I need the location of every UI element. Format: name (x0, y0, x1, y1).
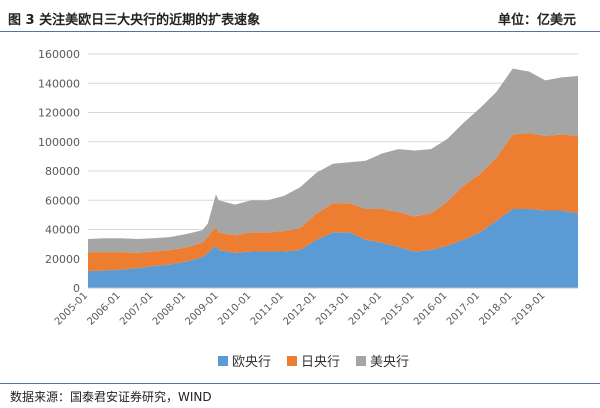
y-tick-label: 160000 (38, 48, 80, 61)
footer-rule (0, 383, 600, 384)
x-tick-label: 2005-01 (53, 290, 90, 327)
y-tick-label: 120000 (38, 107, 80, 120)
x-tick-label: 2010-01 (216, 290, 253, 327)
header-rule (0, 31, 600, 32)
x-axis-ticks: 2005-012006-012007-012008-012009-012010-… (53, 287, 578, 328)
stacked-areas (88, 68, 578, 288)
x-tick-label: 2008-01 (151, 290, 188, 327)
legend-item: 日央行 (287, 351, 340, 370)
y-tick-label: 140000 (38, 77, 80, 90)
x-tick-label: 2015-01 (379, 290, 416, 327)
x-tick-label: 2017-01 (445, 290, 482, 327)
legend-item: 美央行 (356, 351, 409, 370)
x-tick-label: 2007-01 (118, 290, 155, 327)
y-tick-label: 40000 (45, 224, 80, 237)
x-tick-label: 2014-01 (347, 290, 384, 327)
legend-swatch (218, 355, 228, 366)
y-tick-label: 80000 (45, 165, 80, 178)
x-tick-label: 2006-01 (85, 290, 122, 327)
y-tick-label: 100000 (38, 136, 80, 149)
y-tick-label: 0 (73, 282, 80, 295)
x-tick-label: 2009-01 (183, 290, 220, 327)
x-tick-label: 2018-01 (477, 290, 514, 327)
series-area-3 (88, 68, 578, 253)
x-tick-label: 2012-01 (281, 290, 318, 327)
y-axis-ticks: 0 20000 40000 60000 80000 100000 120000 140000 1… (38, 48, 80, 295)
x-tick-label: 2013-01 (314, 290, 351, 327)
figure-header: 图 3 关注美欧日三大央行的近期的扩表速象 单位：亿美元 (0, 0, 600, 30)
legend-label: 欧央行 (232, 355, 272, 370)
legend-label: 美央行 (370, 355, 410, 370)
legend-label: 日央行 (301, 355, 341, 370)
chart-area: 0 20000 40000 60000 80000 100000 120000 140000 1… (38, 48, 578, 328)
legend-swatch (287, 355, 297, 366)
legend-item: 欧央行 (218, 351, 271, 370)
x-tick-label: 2011-01 (249, 290, 286, 327)
x-tick-label: 2019-01 (510, 290, 547, 327)
y-tick-label: 60000 (45, 194, 80, 207)
y-tick-label: 20000 (45, 253, 80, 266)
x-tick-label: 2016-01 (412, 290, 449, 327)
figure-title: 图 3 关注美欧日三大央行的近期的扩表速象 (8, 13, 261, 28)
chart-legend: 欧央行 日央行 美央行 (0, 351, 600, 371)
series-area-1 (88, 209, 578, 288)
legend-swatch (356, 355, 366, 366)
series-area-2 (88, 132, 578, 272)
source-note: 数据来源：国泰君安证券研究，WIND (10, 390, 212, 404)
unit-label: 单位：亿美元 (497, 13, 576, 28)
